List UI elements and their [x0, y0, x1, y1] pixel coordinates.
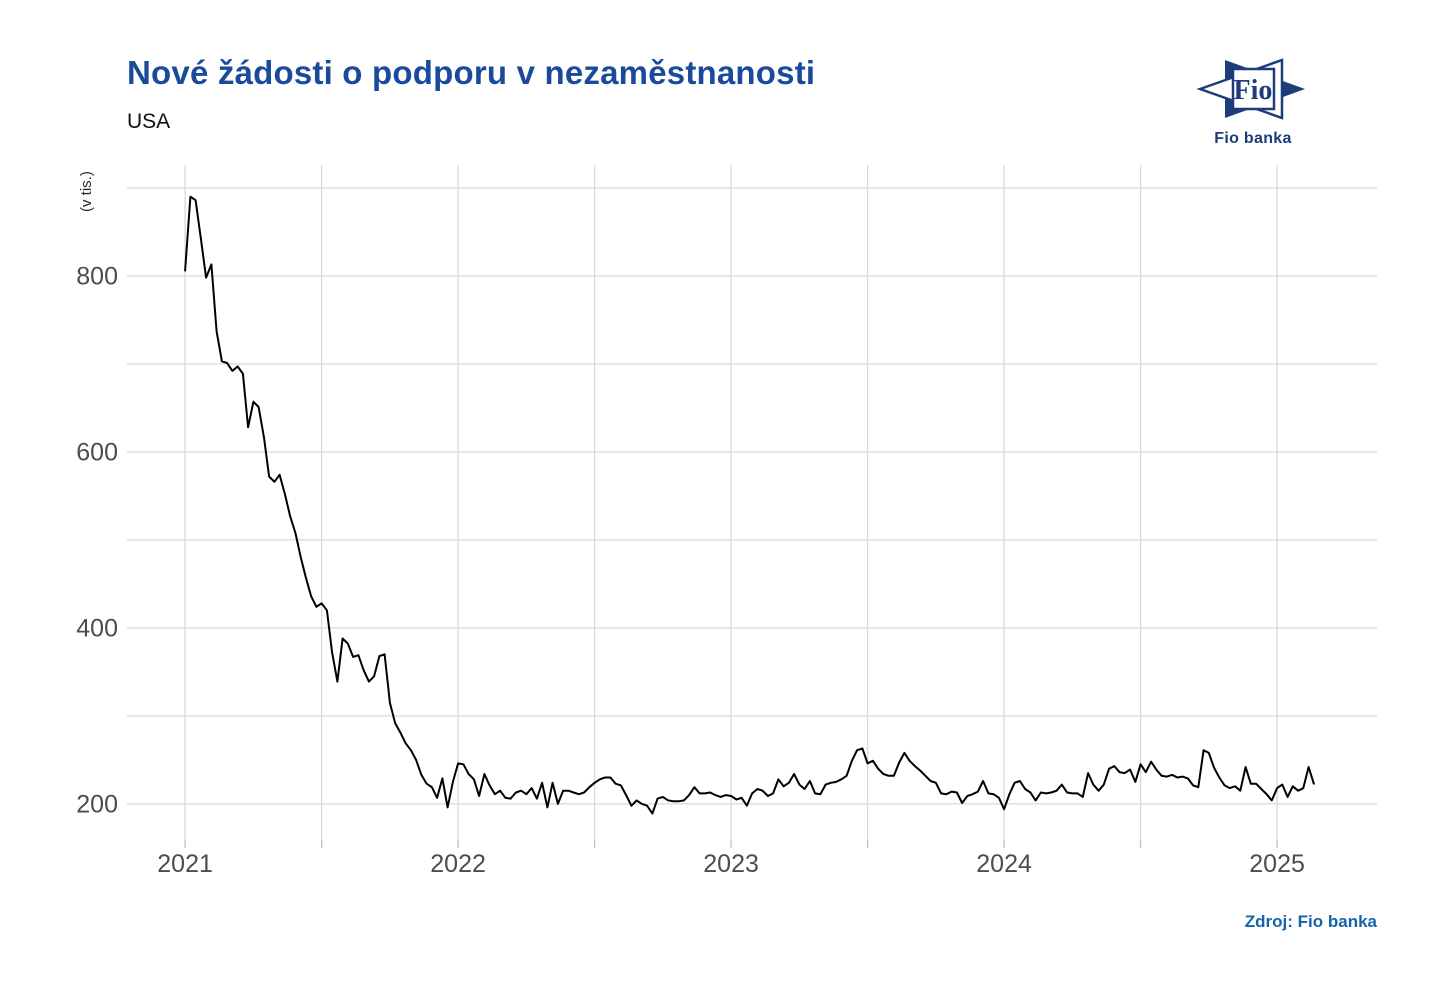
fio-star-icon: Fio	[1196, 58, 1305, 120]
chart-subtitle: USA	[127, 110, 171, 133]
logo-caption: Fio banka	[1214, 130, 1292, 147]
y-tick-label: 800	[76, 262, 118, 290]
source-label: Zdroj: Fio banka	[1244, 912, 1377, 931]
y-tick-label: 600	[76, 438, 118, 466]
x-tick-label: 2023	[703, 850, 759, 878]
logo-star-text: Fio	[1234, 75, 1273, 106]
logo-text-box	[1231, 67, 1276, 111]
x-tick-label: 2025	[1249, 850, 1305, 878]
x-tick-label: 2022	[430, 850, 486, 878]
claims-line-series	[184, 195, 1315, 815]
y-tick-label: 200	[76, 790, 118, 818]
x-tick-label: 2024	[976, 850, 1032, 878]
y-tick-label: 400	[76, 614, 118, 642]
page-title: Nové žádosti o podporu v nezaměstnanosti	[127, 54, 816, 91]
fio-banka-logo: Fio Fio banka	[1196, 53, 1309, 148]
x-tick-label: 2021	[157, 850, 213, 878]
